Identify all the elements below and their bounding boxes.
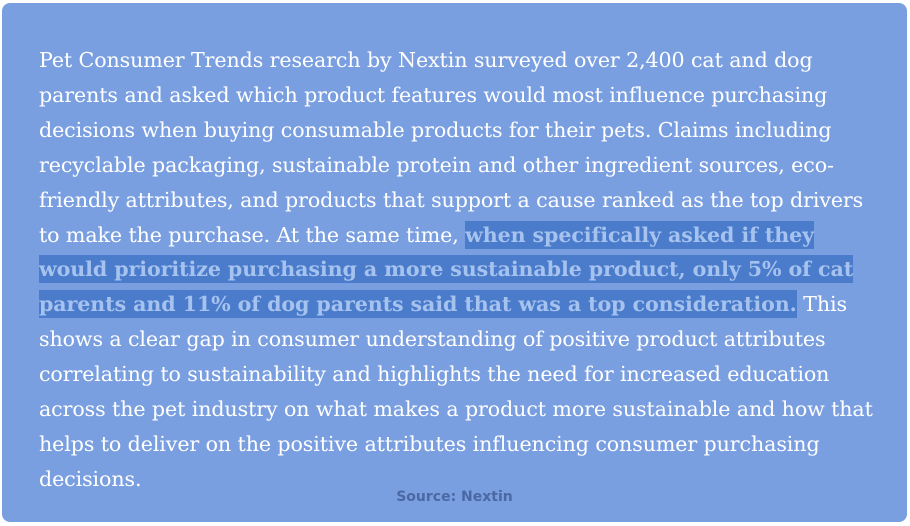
quote-text-before: Pet Consumer Trends research by Nextin s… — [39, 48, 864, 247]
quote-text-after: This shows a clear gap in consumer under… — [39, 292, 873, 491]
source-caption: Source: Nextin — [396, 489, 513, 505]
quote-text: Pet Consumer Trends research by Nextin s… — [39, 43, 879, 497]
quote-card: Pet Consumer Trends research by Nextin s… — [2, 3, 907, 522]
